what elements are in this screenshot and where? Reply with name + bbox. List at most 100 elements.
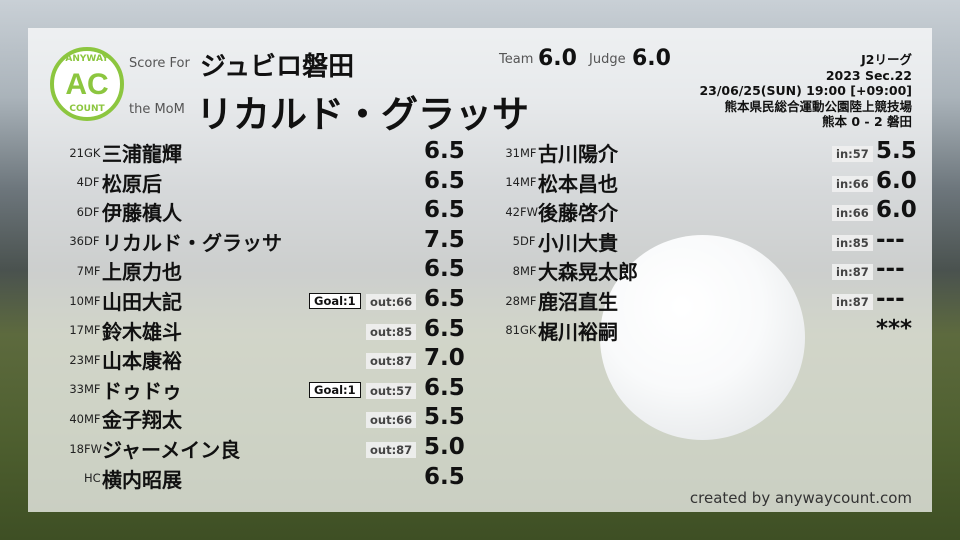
player-name: 山田大記 [102,290,182,314]
player-row: 21 GK 三浦龍輝 [48,138,182,167]
player-number: 4 [76,175,84,190]
player-number: 10 [69,293,84,308]
player-position: DF [84,175,100,190]
sub-out-badge: out:87 [366,353,417,370]
player-score: 5.5 [424,404,465,431]
player-number: 40 [69,411,84,426]
player-score: *** [876,315,913,342]
team-label: Team [499,52,534,67]
player-score: 6.5 [424,256,465,283]
player-number: 21 [69,145,84,160]
player-row: HC 横内昭展 [48,464,182,493]
sub-in-badge: in:57 [832,146,873,162]
sub-row: 81 GK 梶川裕嗣 [484,316,618,345]
player-row: 18 FW ジャーメイン良 [48,434,240,463]
player-position: MF [84,382,101,397]
player-position: MF [84,352,101,367]
logo-text-main: AC [65,68,109,101]
player-score: 6.5 [424,167,465,194]
section: 2023 Sec.22 [825,67,912,83]
player-name: 三浦龍輝 [102,142,182,166]
sub-row: 8 MF 大森晃太郎 [484,256,638,285]
player-score: 6.5 [424,197,465,224]
sub-in-badge: in:87 [832,294,873,310]
logo-text-bottom: COUNT [69,104,105,114]
player-name: 大森晃太郎 [538,260,638,285]
player-row: 36 DF リカルド・グラッサ [48,227,282,256]
player-position: DF [520,234,536,249]
player-name: 上原力也 [102,260,182,285]
player-number: 8 [512,263,520,278]
player-name: ドゥドゥ [102,378,182,403]
player-number: 31 [505,145,520,160]
player-number: 5 [512,234,520,249]
player-position: DF [84,234,100,249]
player-row: 17 MF 鈴木雄斗 [48,316,182,345]
player-name: ジャーメイン良 [102,438,241,462]
player-name: 金子翔太 [102,408,182,433]
player-score: 7.5 [424,226,465,253]
player-position: MF [520,145,537,160]
sub-in-badge: in:87 [832,264,873,281]
mom-name: リカルド・グラッサ [196,93,529,136]
sub-in-badge: in:66 [832,175,873,192]
player-score: 6.0 [876,197,917,224]
player-name: 松原后 [102,171,162,196]
player-score: --- [876,256,905,283]
sub-out-badge: out:66 [366,294,417,310]
sub-out-badge: out:87 [366,442,417,458]
player-score: 6.0 [876,167,917,194]
player-position: MF [520,175,537,190]
player-name: 古川陽介 [538,142,618,166]
sub-out-badge: out:66 [366,412,417,429]
score-for-label: Score For [129,56,190,71]
logo-text-top: ANYWAY [65,54,109,64]
player-score: 6.5 [424,374,465,401]
player-number: 33 [69,382,84,397]
player-number: 23 [69,352,84,367]
sub-row: 5 DF 小川大貴 [484,227,618,256]
player-row: 7 MF 上原力也 [48,256,182,285]
player-position: MF [520,263,537,278]
player-position: MF [84,411,101,426]
anywaycount-logo: ANYWAY AC COUNT [50,47,124,121]
player-name: 山本康裕 [102,349,182,374]
sub-row: 42 FW 後藤啓介 [484,197,618,226]
player-number: 36 [69,234,84,249]
match-info: J2リーグ 2023 Sec.22 23/06/25(SUN) 19:00 [+… [699,52,912,130]
player-position: HC [84,471,101,486]
player-position: GK [84,145,101,160]
player-number: 7 [76,263,84,278]
player-position: MF [520,293,537,308]
player-position: MF [84,323,101,338]
player-number: 17 [69,323,84,338]
sub-row: 28 MF 鹿沼直生 [484,286,618,315]
venue: 熊本県民総合運動公園陸上競技場 [724,98,912,114]
player-name: 鈴木雄斗 [102,319,182,344]
score-panel [28,28,932,512]
footer-credit: created by anywaycount.com [689,489,912,507]
team-name: ジュビロ磐田 [200,52,355,82]
player-score: 6.5 [424,315,465,342]
player-number: 28 [505,293,520,308]
player-position: GK [520,323,537,338]
sub-row: 14 MF 松本昌也 [484,168,618,197]
player-position: FW [520,204,538,219]
player-score: --- [876,226,905,253]
player-row: 33 MF ドゥドゥ [48,375,182,404]
player-number: 18 [69,441,84,456]
player-score: 7.0 [424,345,465,372]
player-row: 6 DF 伊藤槙人 [48,197,182,226]
sub-row: 31 MF 古川陽介 [484,138,618,167]
player-position: MF [84,293,101,308]
player-score: 6.5 [424,463,465,490]
result: 熊本 0 - 2 磐田 [822,114,912,129]
player-position: MF [84,263,101,278]
player-number: 14 [505,175,520,190]
player-name: 後藤啓介 [538,201,618,226]
player-name: リカルド・グラッサ [102,230,282,255]
datetime: 23/06/25(SUN) 19:00 [+09:00] [699,83,912,98]
player-score: 6.5 [424,286,465,312]
player-number: 6 [76,204,84,219]
sub-in-badge: in:66 [832,205,873,222]
